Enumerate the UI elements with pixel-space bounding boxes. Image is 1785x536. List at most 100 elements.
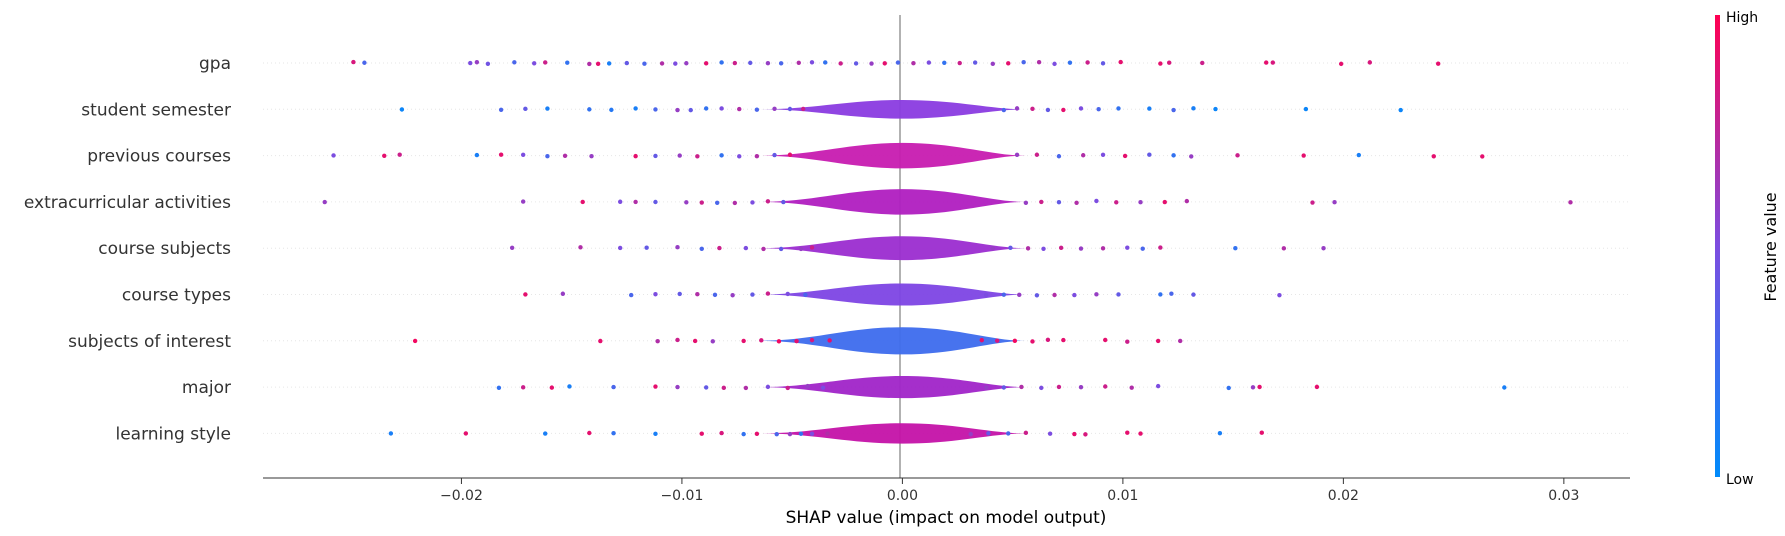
- data-point: [567, 384, 571, 388]
- data-point: [1061, 108, 1065, 112]
- data-point: [1057, 154, 1061, 158]
- data-point: [653, 292, 657, 296]
- data-point: [772, 107, 776, 111]
- data-point: [400, 107, 404, 111]
- data-point: [675, 108, 679, 112]
- data-point: [1052, 62, 1056, 66]
- data-point: [1163, 200, 1167, 204]
- data-point: [512, 60, 516, 64]
- data-point: [382, 154, 386, 158]
- data-point: [761, 247, 765, 251]
- data-point: [1002, 385, 1006, 389]
- data-point: [633, 154, 637, 158]
- data-point: [521, 199, 525, 203]
- data-point: [759, 338, 763, 342]
- data-point: [1035, 153, 1039, 157]
- data-point: [1130, 385, 1134, 389]
- data-point: [1015, 106, 1019, 110]
- data-point: [1167, 60, 1171, 64]
- data-point: [1039, 200, 1043, 204]
- data-point: [660, 61, 664, 65]
- data-point: [1271, 60, 1275, 64]
- data-point: [1178, 339, 1182, 343]
- data-point: [1189, 154, 1193, 158]
- data-point: [1057, 385, 1061, 389]
- data-point: [563, 154, 567, 158]
- feature-label: subjects of interest: [68, 332, 231, 352]
- data-point: [704, 106, 708, 110]
- data-point: [1125, 431, 1129, 435]
- colorbar: [1715, 15, 1720, 477]
- feature-label: learning style: [115, 424, 231, 444]
- feature-label: major: [182, 378, 231, 398]
- data-point: [1147, 152, 1151, 156]
- data-point: [991, 62, 995, 66]
- data-point: [911, 61, 915, 65]
- data-point: [653, 200, 657, 204]
- data-point: [741, 339, 745, 343]
- data-point: [1101, 153, 1105, 157]
- data-point: [689, 108, 693, 112]
- data-point: [1125, 340, 1129, 344]
- data-point: [779, 61, 783, 65]
- data-point: [805, 384, 809, 388]
- data-point: [1037, 60, 1041, 64]
- data-point: [1257, 385, 1261, 389]
- data-point: [1103, 384, 1107, 388]
- data-point: [1125, 245, 1129, 249]
- data-point: [942, 61, 946, 65]
- data-point: [750, 200, 754, 204]
- data-point: [730, 293, 734, 297]
- data-point: [684, 200, 688, 204]
- data-point: [678, 292, 682, 296]
- data-point: [486, 62, 490, 66]
- data-point: [1030, 339, 1034, 343]
- data-point: [755, 154, 759, 158]
- data-point: [766, 385, 770, 389]
- data-point: [803, 293, 807, 297]
- data-point: [1158, 245, 1162, 249]
- feature-label: course types: [122, 286, 231, 306]
- data-point: [755, 432, 759, 436]
- feature-label: course subjects: [98, 239, 231, 259]
- data-point: [1158, 61, 1162, 65]
- data-point: [1019, 385, 1023, 389]
- data-point: [1015, 153, 1019, 157]
- data-point: [713, 293, 717, 297]
- data-point: [1052, 293, 1056, 297]
- x-axis-title: SHAP value (impact on model output): [786, 508, 1107, 528]
- data-point: [1061, 338, 1065, 342]
- data-point: [625, 61, 629, 65]
- data-point: [1158, 292, 1162, 296]
- data-point: [799, 432, 803, 436]
- data-point: [810, 338, 814, 342]
- data-point: [704, 61, 708, 65]
- data-point: [1048, 431, 1052, 435]
- data-point: [991, 246, 995, 250]
- data-point: [973, 60, 977, 64]
- data-point: [596, 62, 600, 66]
- x-tick-label: 0.02: [1328, 488, 1359, 504]
- colorbar-high-label: High: [1726, 10, 1758, 26]
- data-point: [1002, 108, 1006, 112]
- data-point: [1021, 60, 1025, 64]
- data-point: [984, 293, 988, 297]
- data-point: [737, 107, 741, 111]
- data-point: [717, 246, 721, 250]
- data-point: [1116, 106, 1120, 110]
- data-point: [1046, 338, 1050, 342]
- violin-body: [759, 327, 1026, 354]
- x-tick-label: 0.03: [1548, 488, 1579, 504]
- data-point: [1304, 107, 1308, 111]
- data-point: [543, 431, 547, 435]
- data-point: [589, 154, 593, 158]
- data-point: [1114, 200, 1118, 204]
- data-point: [523, 107, 527, 111]
- x-axis-ticks: −0.02 −0.01 0.00 0.01 0.02 0.03: [440, 478, 1579, 504]
- data-point: [980, 338, 984, 342]
- data-point: [1116, 292, 1120, 296]
- data-point: [1264, 60, 1268, 64]
- data-point: [1213, 107, 1217, 111]
- data-point: [633, 200, 637, 204]
